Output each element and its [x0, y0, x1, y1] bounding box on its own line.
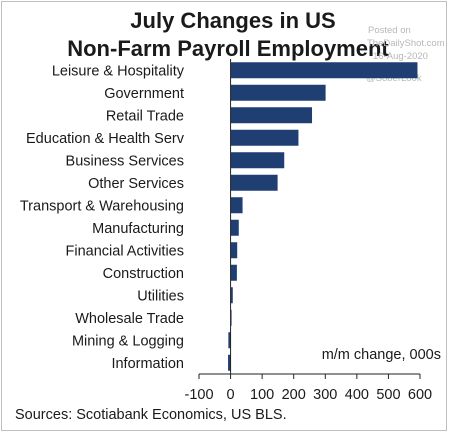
bar-construction: [230, 264, 237, 281]
bar-business-services: [230, 152, 285, 169]
category-label: Other Services: [88, 176, 184, 192]
x-tick-label: 400: [345, 387, 369, 403]
category-label: Business Services: [66, 153, 184, 169]
chart-title-line-1: July Changes in US: [130, 8, 335, 33]
bars-group: [228, 62, 418, 371]
unit-note: m/m change, 000s: [322, 347, 441, 363]
x-tick-label: 0: [227, 387, 235, 403]
x-tick-label: 300: [313, 387, 337, 403]
category-label: Education & Health Serv: [26, 131, 185, 147]
bar-other-services: [230, 174, 278, 191]
x-tick-label: 200: [282, 387, 306, 403]
x-axis-ticks: -100 0 100 200 300 400 500 600: [184, 374, 432, 403]
x-tick-label: 500: [376, 387, 400, 403]
category-label: Leisure & Hospitality: [52, 63, 185, 79]
bar-government: [230, 84, 326, 101]
bar-mining-logging: [228, 332, 231, 349]
category-label: Mining & Logging: [72, 333, 184, 349]
chart-title-line-2: Non-Farm Payroll Employment: [67, 36, 389, 61]
x-tick-label: 600: [408, 387, 432, 403]
bar-transport-warehousing: [230, 197, 243, 214]
watermark-site: TheDailyShot.com: [367, 38, 445, 49]
category-label: Construction: [103, 266, 184, 282]
watermark-posted-on: Posted on: [368, 25, 411, 36]
bar-leisure-hospitality: [230, 62, 418, 79]
bar-utilities: [230, 287, 233, 304]
watermark: Posted on TheDailyShot.com 16-Aug-2020 @…: [366, 25, 445, 84]
category-label: Information: [111, 356, 184, 372]
bar-manufacturing: [230, 219, 239, 236]
category-label: Retail Trade: [106, 108, 184, 124]
source-note: Sources: Scotiabank Economics, US BLS.: [15, 407, 287, 423]
bar-information: [228, 354, 231, 371]
x-tick-label: 100: [250, 387, 274, 403]
category-label: Utilities: [137, 288, 184, 304]
category-label: Manufacturing: [92, 221, 184, 237]
watermark-date: 16-Aug-2020: [373, 51, 428, 62]
category-label: Transport & Warehousing: [20, 198, 184, 214]
watermark-handle: @SoberLook: [366, 73, 422, 84]
category-label: Government: [104, 86, 184, 102]
category-label: Wholesale Trade: [75, 311, 184, 327]
bar-education-health-serv: [230, 129, 299, 146]
category-labels: Leisure & Hospitality Government Retail Tr…: [20, 63, 185, 372]
bar-financial-activities: [230, 242, 238, 259]
bar-retail-trade: [230, 107, 313, 124]
x-tick-label: -100: [184, 387, 213, 403]
category-label: Financial Activities: [66, 243, 184, 259]
